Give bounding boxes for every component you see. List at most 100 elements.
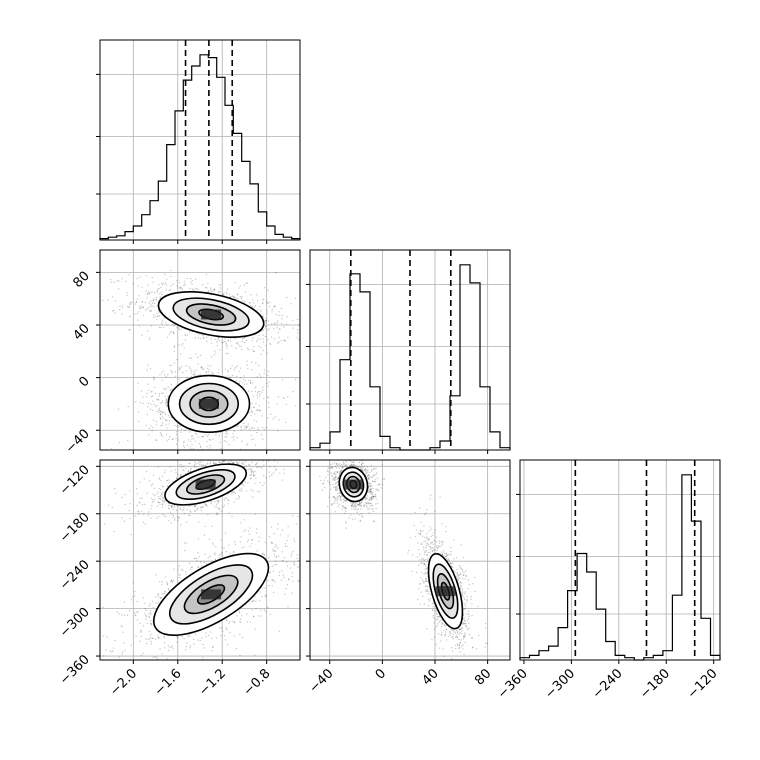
sample-point	[214, 558, 217, 560]
sample-point	[109, 278, 112, 281]
sample-point	[152, 600, 154, 602]
sample-point	[265, 444, 266, 445]
sample-point	[148, 480, 151, 482]
sample-point	[174, 518, 176, 520]
sample-point	[200, 455, 201, 456]
sample-point	[258, 600, 261, 602]
sample-point	[217, 508, 220, 510]
sample-point	[274, 543, 277, 546]
sample-point	[344, 464, 346, 466]
sample-point	[252, 471, 254, 474]
sample-point	[249, 452, 250, 453]
sample-point	[150, 403, 152, 405]
sample-point	[195, 374, 197, 377]
sample-point	[249, 468, 251, 470]
sample-point	[334, 479, 336, 481]
sample-point	[130, 533, 132, 536]
sample-point	[267, 370, 269, 373]
sample-point	[183, 507, 185, 509]
sample-point	[332, 479, 334, 481]
sample-point	[186, 509, 188, 511]
sample-point	[354, 504, 356, 506]
sample-point	[225, 627, 228, 629]
sample-point	[243, 463, 245, 465]
sample-point	[202, 506, 204, 509]
sample-point	[182, 445, 184, 447]
sample-point	[167, 661, 168, 662]
sample-point	[195, 287, 198, 290]
sample-point	[276, 327, 278, 329]
sample-point	[272, 548, 274, 551]
sample-point	[167, 386, 169, 388]
sample-point	[264, 320, 266, 322]
sample-point	[251, 539, 253, 541]
sample-point	[164, 591, 167, 593]
sample-point	[257, 392, 259, 394]
sample-point	[235, 498, 237, 500]
sample-point	[342, 463, 344, 466]
sample-point	[251, 543, 253, 545]
sample-point	[211, 637, 213, 640]
sample-point	[206, 336, 208, 338]
sample-point	[337, 484, 339, 486]
sample-point	[177, 474, 179, 476]
sample-point	[338, 503, 340, 506]
sample-point	[178, 517, 180, 519]
sample-point	[223, 635, 226, 637]
sample-point	[239, 367, 242, 369]
sample-point	[358, 461, 360, 464]
sample-point	[247, 540, 249, 543]
sample-point	[266, 374, 269, 377]
sample-point	[350, 464, 352, 466]
sample-point	[140, 630, 142, 632]
sample-point	[222, 294, 224, 296]
sample-point	[150, 613, 153, 616]
sample-point	[194, 505, 197, 507]
sample-point	[205, 504, 208, 506]
sample-point	[240, 428, 242, 431]
sample-point	[146, 622, 149, 625]
sample-point	[291, 572, 294, 574]
sample-point	[156, 677, 157, 678]
sample-point	[372, 520, 375, 522]
sample-point	[118, 280, 120, 282]
sample-point	[228, 544, 230, 546]
sample-point	[244, 481, 246, 483]
sample-point	[126, 292, 128, 294]
sample-point	[181, 509, 183, 511]
sample-point	[255, 386, 257, 388]
sample-point	[205, 632, 207, 634]
sample-point	[264, 327, 267, 330]
sample-point	[279, 534, 282, 536]
sample-point	[179, 507, 181, 509]
sample-point	[205, 286, 207, 289]
sample-point	[186, 642, 188, 644]
sample-point	[157, 315, 159, 318]
sample-point	[375, 472, 378, 474]
sample-point	[243, 383, 246, 386]
sample-point	[166, 485, 168, 487]
sample-point	[241, 296, 243, 298]
sample-point	[375, 478, 377, 480]
sample-point	[374, 496, 377, 498]
sample-point	[227, 371, 229, 373]
sample-point	[167, 644, 170, 647]
sample-point	[230, 460, 232, 462]
sample-point	[205, 287, 208, 289]
sample-point	[354, 518, 356, 520]
sample-point	[283, 339, 286, 341]
sample-point	[212, 542, 214, 544]
sample-point	[162, 499, 164, 501]
sample-point	[230, 376, 232, 378]
sample-point	[171, 324, 174, 326]
sample-point	[204, 525, 206, 528]
sample-point	[287, 525, 289, 528]
sample-point	[203, 534, 206, 536]
sample-point	[161, 283, 163, 285]
sample-point	[137, 611, 139, 613]
sample-point	[320, 574, 321, 575]
sample-point	[154, 638, 157, 640]
sample-point	[153, 403, 155, 406]
sample-point	[165, 403, 167, 405]
sample-point	[170, 285, 172, 287]
